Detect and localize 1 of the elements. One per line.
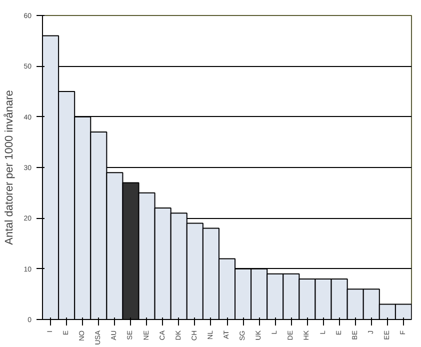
y-axis-title: Antal datorer per 1000 invånare — [4, 90, 16, 245]
